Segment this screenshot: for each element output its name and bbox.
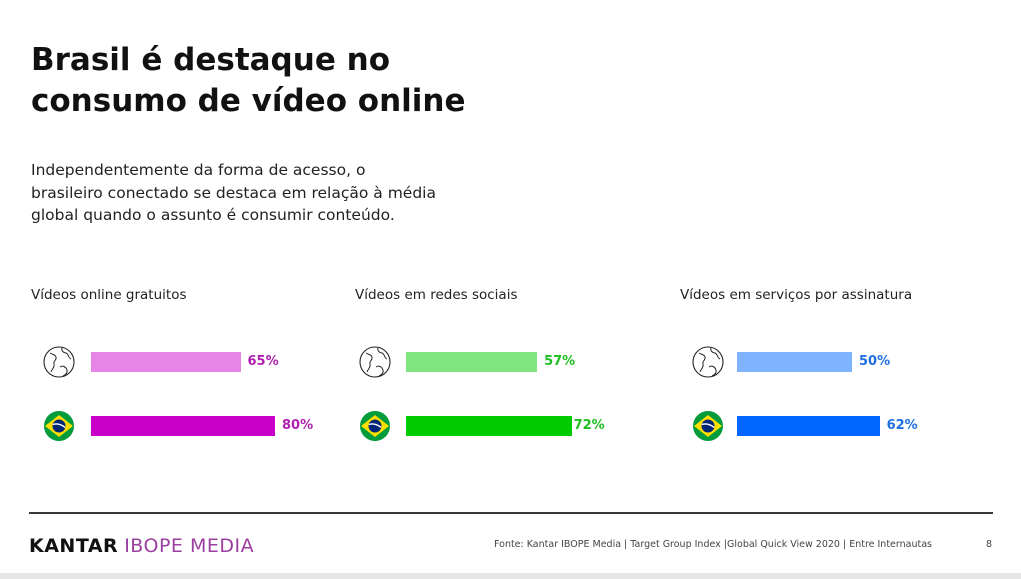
value-label-1-global: 65% <box>247 354 279 369</box>
value-label-2-global: 57% <box>544 354 576 369</box>
bar-3-brasil <box>737 416 880 436</box>
intro-paragraph: Independentemente da forma de acesso, o … <box>31 159 501 227</box>
globe-icon <box>358 345 392 379</box>
bar-1-brasil <box>91 416 275 436</box>
source-note: Fonte: Kantar IBOPE Media | Target Group… <box>494 539 932 550</box>
globe-icon <box>42 345 76 379</box>
kantar-ibope-media-logo: KANTAR IBOPE MEDIA <box>29 535 254 557</box>
value-label-1-brasil: 80% <box>282 418 314 433</box>
logo-kantar: KANTAR <box>29 535 119 557</box>
brazil-flag-icon <box>691 409 725 443</box>
value-label-3-global: 50% <box>859 354 891 369</box>
title-line-1: Brasil é destaque no <box>31 42 390 78</box>
globe-icon <box>691 345 725 379</box>
value-label-3-brasil: 62% <box>886 418 918 433</box>
brazil-flag-icon <box>358 409 392 443</box>
bottom-strip <box>0 573 1021 579</box>
bar-1-global <box>91 352 241 372</box>
brazil-flag-icon <box>42 409 76 443</box>
chart-title-1: Vídeos online gratuitos <box>31 287 187 303</box>
bar-2-global <box>406 352 538 372</box>
intro-line-1: Independentemente da forma de acesso, o <box>31 161 366 179</box>
bar-2-brasil <box>406 416 572 436</box>
bar-3-global <box>737 352 852 372</box>
chart-title-2: Vídeos em redes sociais <box>355 287 518 303</box>
value-label-2-brasil: 72% <box>573 418 605 433</box>
logo-ibope-media: IBOPE MEDIA <box>124 535 255 557</box>
chart-title-3: Vídeos em serviços por assinatura <box>680 287 913 303</box>
intro-line-3: global quando o assunto é consumir conte… <box>31 206 395 224</box>
footer-divider <box>29 512 993 514</box>
intro-line-2: brasileiro conectado se destaca em relaç… <box>31 183 436 202</box>
page-title: Brasil é destaque no consumo de vídeo on… <box>31 40 631 122</box>
title-line-2: consumo de vídeo online <box>31 83 466 119</box>
page-number: 8 <box>986 539 993 550</box>
